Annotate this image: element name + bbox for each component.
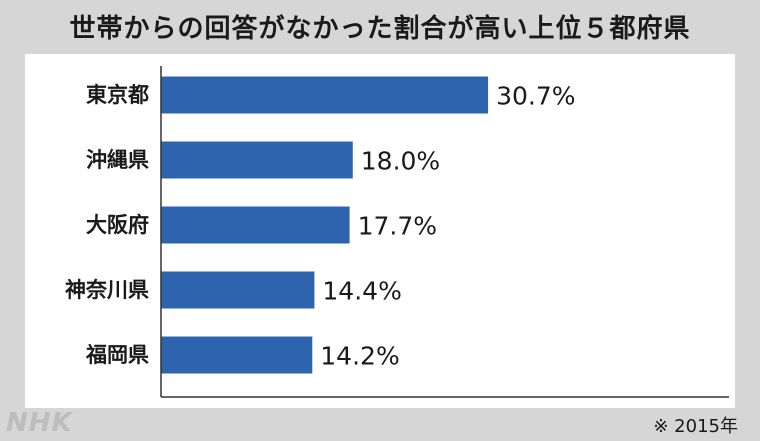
bar [161,336,313,374]
value-label: 30.7% [496,82,575,111]
category-label: 東京都 [86,83,149,107]
value-label: 14.4% [322,277,401,306]
value-label: 18.0% [361,147,440,176]
category-label: 沖縄県 [86,148,149,172]
category-label: 神奈川県 [65,278,149,302]
nhk-logo: NHK [6,408,73,438]
value-label: 14.2% [320,342,399,371]
bar [161,206,350,244]
category-label: 福岡県 [85,343,149,367]
category-label: 大阪府 [86,213,149,237]
value-label: 17.7% [358,212,437,241]
bar [161,141,353,179]
bar-chart: 東京都 30.7% 沖縄県 18.0% 大阪府 17.7% 神奈川県 14.4% 福岡県 14.2… [65,66,729,398]
chart-title: 世帯からの回答がなかった割合が高い上位５都府県 [69,14,691,44]
bar [161,271,315,309]
bar [161,76,489,114]
chart-panel: 東京都 30.7% 沖縄県 18.0% 大阪府 17.7% 神奈川県 14.4% 福岡県 14.2… [25,54,735,408]
footnote: ※ 2015年 [653,416,738,437]
